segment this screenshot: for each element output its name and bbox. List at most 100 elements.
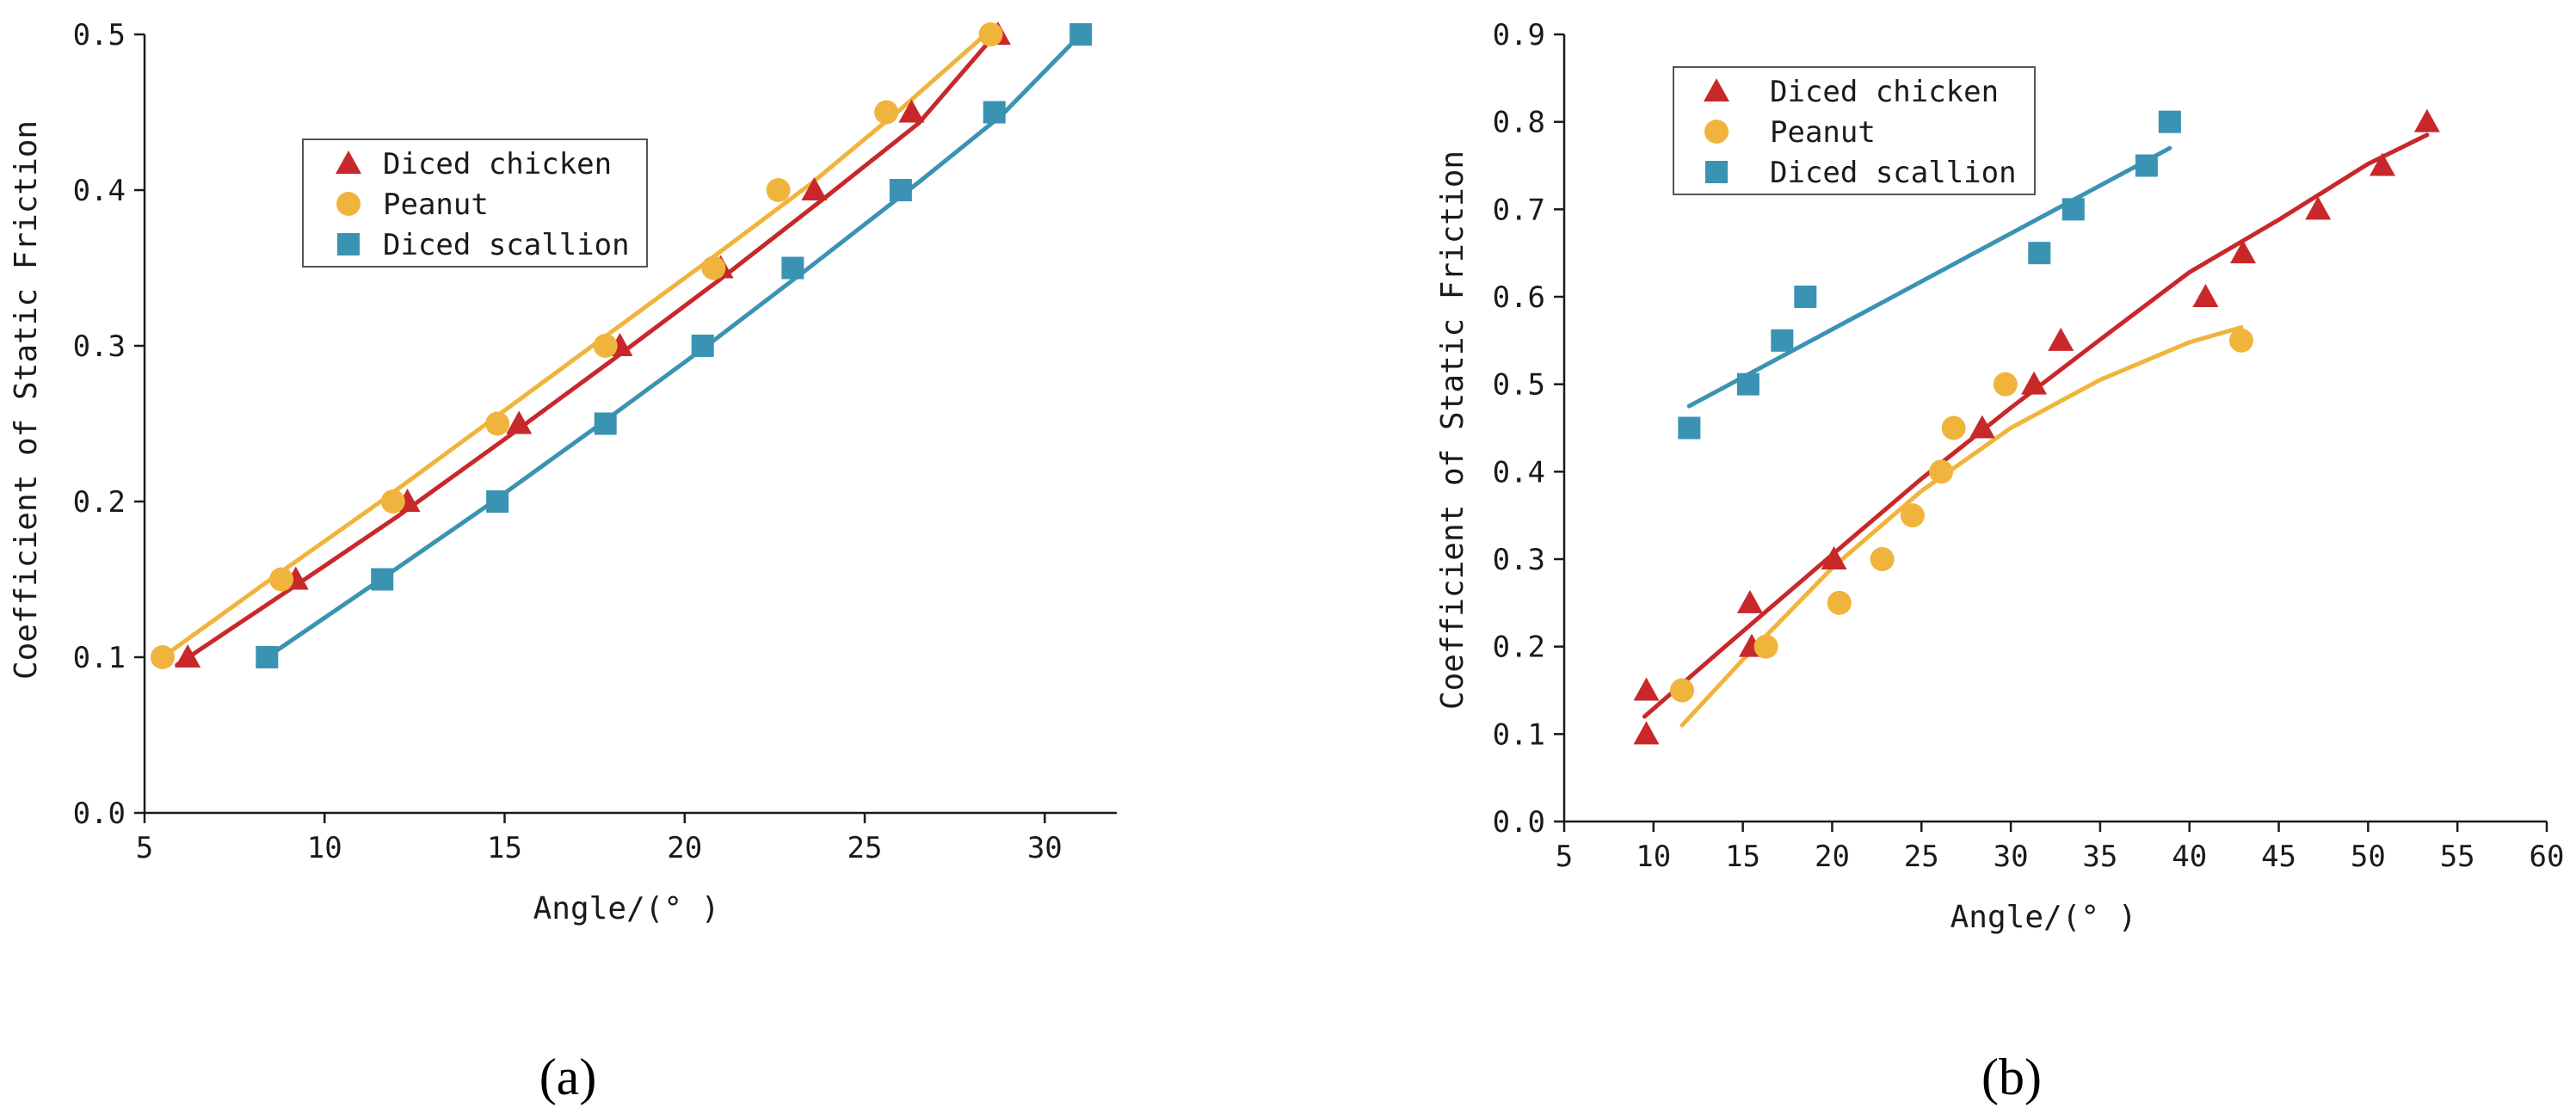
legend-marker-peanut: [336, 192, 361, 216]
point-diced-scallion: [691, 335, 714, 357]
panel-label-b: (b): [1981, 1049, 2042, 1105]
y-tick-label: 0.0: [1493, 805, 1545, 840]
fit-line-diced-chicken: [1642, 132, 2430, 719]
point-diced-scallion: [2061, 198, 2085, 221]
point-diced-chicken: [1736, 589, 1763, 613]
point-peanut: [1900, 503, 1925, 528]
legend-marker-diced-chicken: [1704, 78, 1729, 102]
y-tick-label: 0.6: [1493, 280, 1545, 315]
point-diced-chicken: [2021, 371, 2048, 395]
legend-label: Diced chicken: [383, 147, 612, 182]
y-axis-title-a: Coefficient of Static Friction: [9, 120, 44, 680]
y-tick-label: 0.4: [73, 174, 126, 208]
point-peanut: [150, 645, 175, 669]
axes-b: 5 10 15 20 25 30 35 40 45 50 55 60 0.0 0.1 0.2 0.3 0.4 0.…: [1493, 18, 2565, 874]
point-peanut: [701, 255, 726, 280]
y-tick-label: 0.5: [1493, 368, 1545, 403]
legend-label: Peanut: [383, 188, 489, 222]
x-tick-label: 10: [307, 831, 342, 865]
point-diced-scallion: [1069, 23, 1093, 46]
point-diced-chicken: [506, 410, 533, 434]
point-diced-chicken: [801, 177, 828, 200]
point-diced-chicken: [1633, 721, 1660, 745]
x-tick-label: 5: [136, 831, 153, 865]
y-tick-label: 0.1: [73, 641, 126, 675]
legend-b: Diced chicken Peanut Diced scallion: [1673, 66, 2036, 195]
x-tick-label: 30: [1027, 831, 1063, 865]
legend-marker-diced-chicken: [336, 151, 361, 174]
y-tick-label: 0.2: [1493, 631, 1545, 665]
point-diced-scallion: [1794, 286, 1817, 308]
point-peanut: [1870, 547, 1895, 571]
point-peanut: [593, 334, 618, 358]
y-tick-label: 0.7: [1493, 193, 1545, 227]
point-diced-scallion: [486, 490, 509, 513]
panel-label-a: (a): [539, 1049, 597, 1105]
x-axis-title-b: Angle/(° ): [1950, 900, 2137, 935]
legend-a: Diced chicken Peanut Diced scallion: [302, 138, 648, 268]
x-tick-label: 40: [2172, 840, 2207, 874]
point-diced-chicken: [2413, 108, 2440, 132]
point-peanut: [1753, 634, 1778, 659]
point-diced-scallion: [256, 646, 279, 668]
y-tick-label: 0.4: [1493, 455, 1545, 489]
y-tick-label: 0.3: [1493, 543, 1545, 577]
x-tick-label: 55: [2440, 840, 2475, 874]
legend-marker-peanut: [1704, 120, 1729, 144]
y-tick-label: 0.5: [73, 18, 126, 52]
y-tick-label: 0.0: [73, 797, 126, 831]
point-peanut: [485, 411, 510, 436]
legend-label: Peanut: [1770, 115, 1876, 150]
y-tick-label: 0.3: [73, 329, 126, 364]
legend-label: Diced chicken: [1770, 75, 1999, 109]
x-tick-label: 50: [2351, 840, 2386, 874]
point-diced-chicken: [175, 644, 201, 668]
x-tick-label: 25: [847, 831, 883, 865]
point-peanut: [978, 22, 1003, 46]
point-peanut: [766, 178, 791, 202]
fit-line-peanut: [1679, 325, 2244, 728]
point-diced-scallion: [1736, 372, 1759, 396]
point-diced-chicken: [1633, 677, 1660, 701]
fit-line-peanut: [160, 24, 997, 660]
fit-line-diced-chicken: [175, 28, 1001, 668]
point-diced-scallion: [2158, 110, 2181, 133]
data-points-b: [1633, 108, 2440, 745]
point-diced-chicken: [2048, 327, 2074, 351]
point-peanut: [1941, 415, 1966, 440]
x-tick-label: 15: [1725, 840, 1760, 874]
point-peanut: [2228, 328, 2253, 353]
point-diced-chicken: [2305, 196, 2332, 220]
y-tick-label: 0.9: [1493, 18, 1545, 52]
point-peanut: [1993, 372, 2018, 397]
point-diced-scallion: [1678, 416, 1701, 440]
x-tick-label: 60: [2530, 840, 2565, 874]
data-points-a: [150, 22, 1093, 669]
legend-marker-diced-scallion: [337, 233, 360, 255]
fit-line-diced-scallion: [264, 32, 1083, 660]
point-diced-scallion: [594, 412, 617, 435]
point-diced-chicken: [1969, 415, 1995, 439]
point-diced-scallion: [371, 568, 394, 591]
point-diced-scallion: [983, 101, 1006, 124]
point-peanut: [874, 100, 899, 125]
point-diced-scallion: [889, 179, 912, 201]
point-peanut: [1827, 590, 1852, 615]
point-diced-chicken: [898, 99, 925, 123]
x-tick-label: 10: [1636, 840, 1671, 874]
point-peanut: [269, 567, 294, 592]
x-axis-title-a: Angle/(° ): [533, 891, 720, 926]
point-diced-scallion: [2028, 242, 2051, 265]
x-tick-label: 15: [487, 831, 522, 865]
point-diced-chicken: [1821, 546, 1847, 569]
legend-marker-diced-scallion: [1705, 161, 1728, 183]
point-peanut: [1670, 678, 1695, 703]
point-diced-chicken: [2369, 152, 2395, 176]
legend-box: [1673, 66, 2036, 195]
x-tick-label: 35: [2082, 840, 2117, 874]
point-peanut: [1929, 459, 1954, 484]
point-diced-chicken: [2192, 284, 2219, 307]
point-diced-chicken: [2230, 240, 2257, 264]
y-tick-label: 0.2: [73, 485, 126, 520]
fit-line-diced-scallion: [1686, 145, 2172, 409]
